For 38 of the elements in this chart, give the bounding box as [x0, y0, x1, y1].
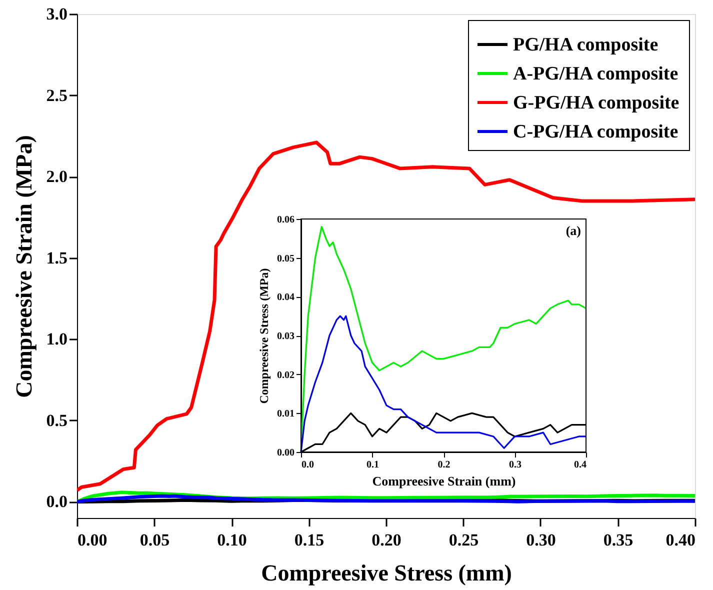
legend-label: PG/HA composite [513, 34, 658, 56]
y-tick-label: 0.04 [277, 292, 294, 304]
x-tick-label: 0.20 [372, 530, 402, 550]
x-tick-label: 0.25 [448, 530, 479, 550]
y-tick-label: 0.06 [277, 214, 294, 226]
y-tick-label: 0.0 [46, 492, 68, 512]
y-axis-title: Compreesive Strain (MPa) [11, 135, 36, 398]
x-tick-label: 0.15 [294, 530, 324, 550]
y-tick-label: 1.0 [46, 330, 68, 349]
y-tick-label: 0.03 [277, 331, 294, 342]
x-tick-label: 0.05 [140, 530, 170, 550]
x-axis-title: Compreesive Strain (mm) [372, 474, 516, 488]
x-tick-label: 0.1 [366, 460, 379, 470]
x-tick-label: 0.00 [78, 530, 108, 550]
y-axis-title: Compreesive Stress (MPa) [257, 268, 271, 404]
y-tick-label: 3.0 [46, 4, 68, 24]
y-tick-label: 2.5 [46, 86, 68, 105]
x-tick-label: 0.35 [603, 530, 634, 550]
x-tick-label: 0.2 [438, 460, 450, 470]
y-tick-label: 0.01 [277, 408, 294, 420]
x-tick-label: 0.4 [574, 460, 586, 470]
legend-label: C-PG/HA composite [513, 122, 678, 142]
annotation: (a) [566, 223, 581, 238]
x-tick-label: 0.40 [666, 530, 696, 550]
x-axis-title: Compreesive Stress (mm) [261, 560, 512, 586]
legend-label: A-PG/HA composite [513, 64, 678, 84]
y-tick-label: 1.5 [46, 248, 68, 268]
x-tick-label: 0.3 [509, 460, 522, 470]
y-tick-label: 0.00 [277, 448, 294, 458]
y-tick-label: 0.5 [46, 410, 68, 430]
legend-label: G-PG/HA composite [513, 92, 680, 114]
x-tick-label: 0.10 [217, 530, 247, 550]
y-tick-label: 0.05 [277, 253, 294, 264]
y-tick-label: 2.0 [46, 167, 68, 186]
x-tick-label: 0.30 [526, 530, 556, 550]
x-tick-label: 0.0 [302, 460, 314, 470]
line-series [77, 140, 695, 492]
y-tick-label: 0.02 [277, 370, 294, 381]
